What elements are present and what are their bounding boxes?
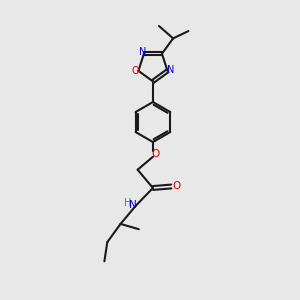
Text: N: N (167, 65, 174, 75)
Text: N: N (129, 200, 137, 210)
Text: O: O (172, 181, 180, 191)
Text: H: H (124, 198, 131, 208)
Text: N: N (139, 46, 146, 57)
Text: O: O (151, 148, 159, 158)
Text: O: O (131, 66, 139, 76)
